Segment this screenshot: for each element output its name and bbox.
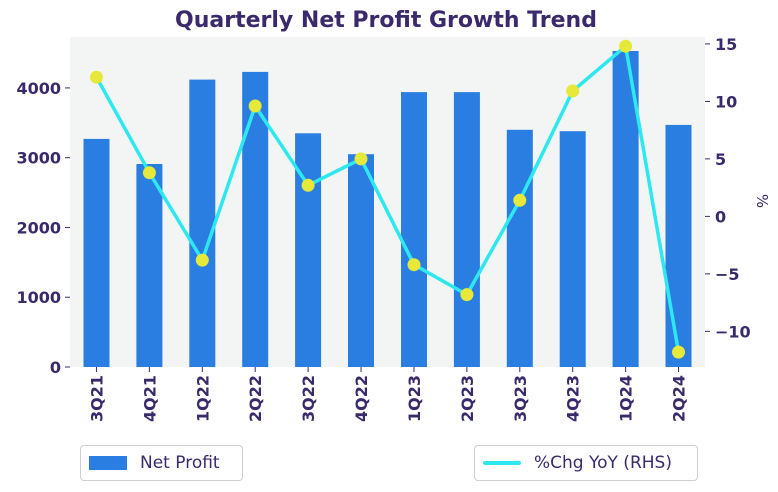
chart-title: Quarterly Net Profit Growth Trend bbox=[175, 8, 597, 33]
x-tick-label: 4Q21 bbox=[140, 375, 159, 422]
bar-4Q23 bbox=[559, 131, 586, 367]
x-tick-label: 1Q23 bbox=[405, 375, 424, 422]
yoy-point-2Q24 bbox=[672, 345, 685, 359]
legend-label-yoy: %Chg YoY (RHS) bbox=[534, 453, 672, 473]
right-tick-label: 10 bbox=[715, 92, 737, 111]
x-tick-label: 2Q22 bbox=[246, 375, 265, 422]
right-axis-label: % bbox=[753, 194, 771, 208]
yoy-point-1Q22 bbox=[195, 253, 209, 267]
legend-net-profit: Net Profit bbox=[80, 445, 243, 481]
yoy-point-1Q24 bbox=[619, 39, 633, 53]
left-tick-label: 4000 bbox=[16, 79, 61, 98]
legend-swatch-yoy bbox=[483, 461, 521, 465]
yoy-point-3Q22 bbox=[301, 178, 315, 192]
x-tick-label: 3Q23 bbox=[511, 375, 530, 422]
yoy-point-3Q23 bbox=[513, 193, 527, 207]
x-tick-label: 2Q23 bbox=[458, 375, 477, 422]
plot-area bbox=[70, 37, 705, 367]
x-tick-label: 1Q24 bbox=[617, 375, 636, 422]
right-tick-label: 5 bbox=[715, 150, 726, 169]
left-tick-label: 1000 bbox=[16, 288, 61, 307]
right-tick-label: −10 bbox=[715, 322, 751, 341]
yoy-point-2Q23 bbox=[460, 288, 474, 302]
bar-2Q24 bbox=[665, 124, 692, 368]
right-tick-label: 15 bbox=[715, 35, 737, 54]
left-tick-label: 3000 bbox=[16, 149, 61, 168]
legend-swatch-net-profit bbox=[89, 456, 127, 470]
x-tick-label: 1Q22 bbox=[193, 375, 212, 422]
bar-2Q23 bbox=[453, 92, 480, 367]
bar-3Q21 bbox=[83, 138, 110, 367]
yoy-line bbox=[94, 44, 681, 353]
yoy-point-3Q21 bbox=[90, 70, 103, 84]
yoy-point-4Q22 bbox=[354, 152, 368, 166]
left-axis: 0 1000 2000 3000 4000 bbox=[16, 79, 70, 377]
yoy-point-4Q23 bbox=[566, 84, 580, 98]
bar-1Q22 bbox=[189, 79, 216, 367]
bar-2Q22 bbox=[242, 71, 269, 368]
bars-group bbox=[83, 51, 692, 368]
yoy-point-1Q23 bbox=[407, 258, 421, 272]
x-tick-label: 2Q24 bbox=[670, 375, 689, 422]
x-tick-label: 3Q21 bbox=[88, 375, 107, 422]
x-axis: 3Q21 4Q21 1Q22 2Q22 3Q22 4Q22 1Q23 2Q23 3Q23 4Q23… bbox=[88, 367, 689, 422]
right-tick-label: −5 bbox=[715, 265, 740, 284]
yoy-point-2Q22 bbox=[248, 99, 262, 113]
line-group bbox=[90, 39, 685, 359]
bar-4Q21 bbox=[136, 164, 163, 367]
bar-3Q23 bbox=[506, 129, 533, 367]
right-tick-label: 0 bbox=[715, 207, 726, 226]
x-tick-label: 3Q22 bbox=[299, 375, 318, 422]
legend-yoy: %Chg YoY (RHS) bbox=[474, 445, 698, 481]
x-tick-label: 4Q22 bbox=[352, 375, 371, 422]
left-tick-label: 0 bbox=[50, 358, 61, 377]
bar-4Q22 bbox=[348, 154, 374, 367]
bar-1Q23 bbox=[401, 92, 427, 367]
bar-3Q22 bbox=[295, 133, 322, 367]
legend-label-net-profit: Net Profit bbox=[140, 453, 220, 473]
yoy-point-4Q21 bbox=[142, 166, 156, 180]
right-axis: −10 −5 0 5 10 15 bbox=[705, 35, 751, 341]
left-tick-label: 2000 bbox=[16, 218, 61, 237]
x-tick-label: 4Q23 bbox=[564, 375, 583, 422]
